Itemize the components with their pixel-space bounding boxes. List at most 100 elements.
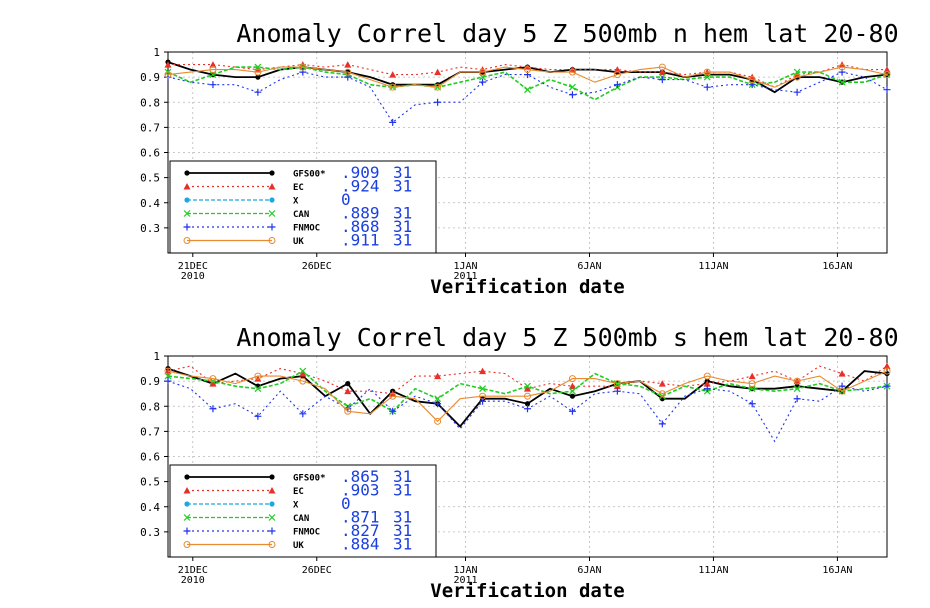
data-point — [793, 377, 801, 385]
data-point — [703, 385, 711, 393]
data-point — [344, 61, 352, 68]
data-point — [748, 380, 756, 388]
data-point — [524, 66, 531, 74]
data-point — [254, 375, 262, 382]
legend-marker — [183, 527, 191, 535]
y-tick-label: 0.9 — [140, 375, 160, 388]
data-point — [793, 395, 801, 403]
legend-series-name: EC — [293, 183, 304, 193]
legend-entry-can: CAN .871 31 — [183, 508, 412, 527]
data-point — [613, 81, 621, 89]
legend-score: .924 — [341, 177, 380, 196]
series-uk — [164, 367, 891, 425]
data-point — [568, 91, 576, 99]
data-point — [345, 381, 351, 387]
data-point — [703, 372, 711, 380]
legend-score: .911 — [341, 231, 380, 250]
legend-marker — [183, 183, 191, 190]
data-point — [793, 385, 801, 393]
data-point — [299, 367, 307, 375]
data-point — [164, 372, 172, 380]
data-point — [524, 86, 531, 94]
legend-marker — [183, 541, 191, 548]
data-point — [613, 382, 621, 390]
legend-score: 0 — [341, 190, 351, 209]
legend-marker — [183, 514, 191, 521]
data-point — [569, 393, 576, 399]
legend-series-name: X — [293, 197, 299, 207]
data-point — [838, 387, 846, 395]
data-point — [748, 385, 756, 393]
data-point — [658, 380, 666, 387]
data-point — [299, 370, 307, 377]
data-point — [658, 63, 666, 71]
data-point — [434, 98, 442, 106]
legend-marker — [269, 474, 275, 480]
chart-2: Anomaly Correl day 5 Z 500mb s hem lat 2… — [140, 323, 899, 602]
legend-series-name: FNMOC — [293, 528, 320, 538]
series-line — [168, 64, 887, 88]
data-point — [479, 68, 487, 76]
data-point — [299, 377, 307, 385]
legend-entry-gfs00: GFS00* .865 31 — [184, 467, 412, 486]
data-point — [568, 382, 576, 390]
data-point — [883, 71, 891, 79]
data-point — [479, 385, 486, 393]
x-tick-label: 26DEC — [302, 261, 332, 272]
data-point — [883, 362, 891, 370]
data-point — [524, 382, 531, 390]
data-point — [344, 387, 352, 395]
data-point — [254, 385, 262, 393]
legend-count: 31 — [393, 508, 412, 527]
legend-series-name: CAN — [293, 514, 309, 524]
x-tick-label: 6JAN — [577, 261, 601, 272]
data-point — [164, 71, 172, 79]
data-point — [703, 380, 711, 387]
legend-score: .871 — [341, 508, 380, 527]
data-point — [209, 81, 217, 89]
data-point — [209, 66, 217, 74]
data-point — [434, 417, 442, 425]
series-line — [167, 71, 888, 124]
legend-count: 31 — [393, 467, 412, 486]
data-point — [299, 63, 307, 71]
chart-1: Anomaly Correl day 5 Z 500mb n hem lat 2… — [140, 19, 899, 298]
legend-entry-fnmoc: FNMOC .827 31 — [183, 521, 412, 540]
data-point — [568, 407, 576, 415]
x-tick-label: 26DEC — [302, 565, 332, 576]
y-tick-label: 0.9 — [140, 71, 160, 84]
data-point — [838, 370, 846, 377]
legend-marker — [183, 487, 191, 494]
data-point — [299, 410, 307, 418]
legend-marker — [268, 514, 276, 521]
data-point — [255, 74, 261, 80]
legend-count: 31 — [393, 481, 412, 500]
x-tick-year-label: 2010 — [181, 271, 205, 282]
y-tick-label: 0.3 — [140, 526, 160, 539]
legend-entry-ec: EC .903 31 — [183, 481, 412, 500]
data-point — [793, 68, 801, 76]
series-ec — [164, 362, 891, 397]
data-point — [748, 400, 756, 408]
data-point — [389, 407, 397, 415]
data-point — [613, 387, 621, 395]
legend-count: 31 — [393, 177, 412, 196]
legend-series-name: UK — [293, 541, 304, 551]
data-point — [209, 380, 217, 387]
y-tick-label: 0.8 — [140, 96, 160, 109]
x-tick-label: 21DEC — [178, 261, 208, 272]
legend-marker — [184, 170, 190, 176]
x-tick-label: 11JAN — [698, 261, 728, 272]
legend-marker — [269, 197, 275, 203]
data-point — [344, 68, 352, 76]
data-point — [793, 73, 801, 81]
x-tick-label: 16JAN — [822, 261, 852, 272]
legend-count: 31 — [393, 231, 412, 250]
data-point — [748, 76, 756, 84]
legend-marker — [268, 223, 276, 231]
y-tick-label: 0.4 — [140, 197, 160, 210]
legend-score: .868 — [341, 217, 380, 236]
